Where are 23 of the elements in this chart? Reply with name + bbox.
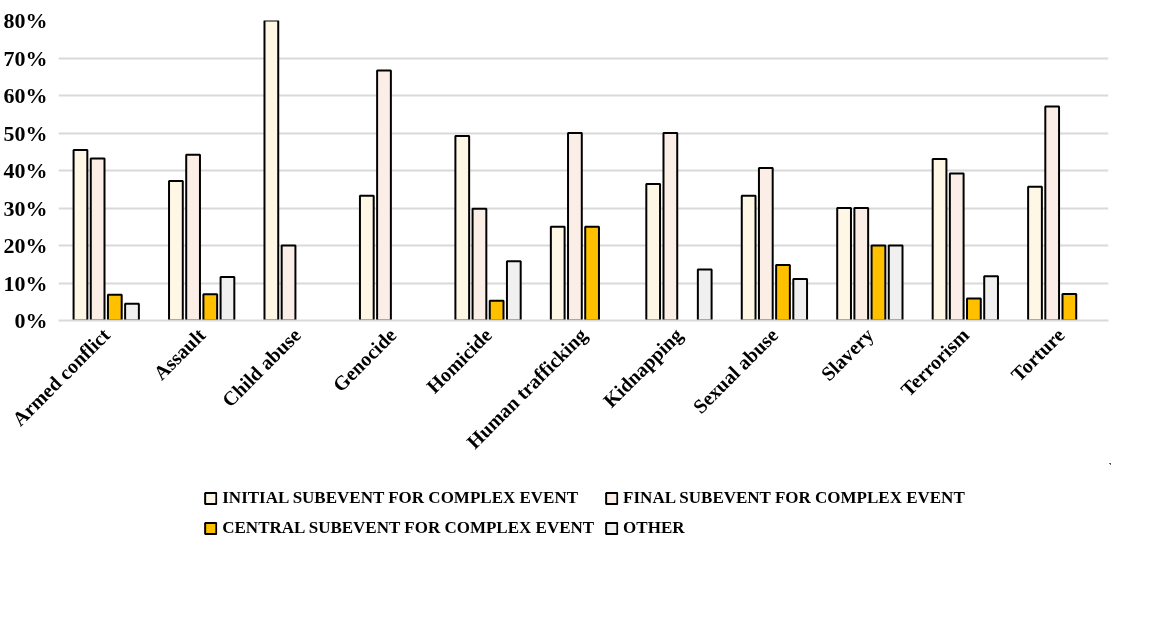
y-tick-label: 0%: [14, 308, 48, 333]
bar: [887, 244, 904, 321]
legend-label: CENTRAL SUBEVENT FOR COMPLEX EVENT: [222, 518, 595, 538]
legend-label: FINAL SUBEVENT FOR COMPLEX EVENT: [623, 488, 965, 508]
bar: [696, 268, 713, 321]
y-tick-label: 50%: [3, 120, 48, 146]
y-tick-label: 80%: [3, 8, 48, 33]
bar: [72, 148, 89, 321]
legend-label: INITIAL SUBEVENT FOR COMPLEX EVENT: [222, 488, 579, 508]
y-tick-label: 10%: [3, 270, 48, 296]
bar: [263, 20, 280, 321]
y-tick-label: 60%: [3, 83, 48, 108]
y-tick-label: 40%: [3, 158, 48, 183]
bar: [471, 207, 488, 321]
y-tick-label: 20%: [3, 233, 48, 258]
y-tick-label: 70%: [3, 45, 48, 71]
y-tick-label: 30%: [3, 195, 48, 221]
bar: [870, 244, 887, 321]
bar: [454, 135, 471, 321]
bar: [219, 276, 236, 321]
legend-label: OTHER: [623, 518, 685, 538]
bar: [931, 157, 948, 321]
bar: [280, 244, 297, 321]
